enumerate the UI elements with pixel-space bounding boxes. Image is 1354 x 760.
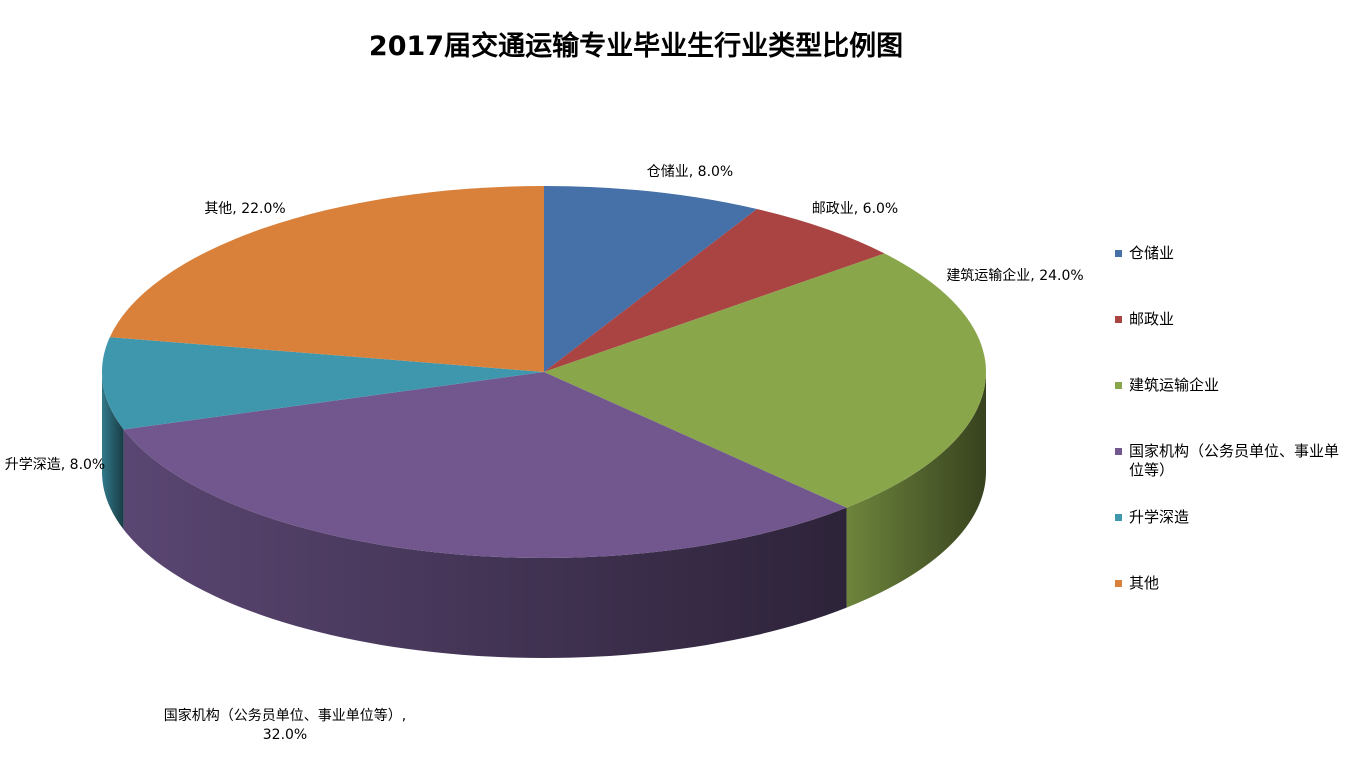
legend-item: 仓储业 (1115, 244, 1350, 263)
legend-item: 邮政业 (1115, 310, 1350, 329)
legend-swatch (1115, 316, 1122, 323)
slice-side (102, 372, 124, 530)
legend-label: 其他 (1129, 574, 1160, 592)
legend-label: 建筑运输企业 (1129, 376, 1220, 394)
slice (101, 337, 544, 430)
legend-swatch (1115, 514, 1122, 521)
legend-item: 其他 (1115, 574, 1350, 593)
data-label: 其他, 22.0% (204, 201, 286, 217)
slice (544, 253, 986, 508)
legend-item: 升学深造 (1115, 508, 1350, 527)
legend-item: 建筑运输企业 (1115, 376, 1350, 395)
legend-label: 邮政业 (1129, 310, 1175, 328)
legend-swatch (1115, 448, 1122, 455)
legend-label: 仓储业 (1129, 244, 1175, 262)
data-label: 建筑运输企业, 24.0% (946, 268, 1084, 284)
slice (123, 372, 847, 558)
data-label: 仓储业, 8.0% (646, 164, 734, 180)
legend-label: 升学深造 (1129, 508, 1190, 526)
legend-swatch (1115, 250, 1122, 257)
data-label: 升学深造, 8.0% (4, 457, 106, 473)
slice (544, 209, 885, 372)
legend-swatch (1115, 382, 1122, 389)
legend-label: 国家机构（公务员单位、事业单位等） (1129, 442, 1340, 479)
chart-title: 2017届交通运输专业毕业生行业类型比例图 (368, 31, 904, 62)
slice-side (123, 429, 847, 658)
data-label: 邮政业, 6.0% (811, 201, 899, 217)
slice (544, 186, 757, 372)
data-label: 国家机构（公务员单位、事业单位等）, 32.0% (163, 708, 407, 743)
legend-swatch (1115, 580, 1122, 587)
slice (109, 186, 544, 372)
slice-side (846, 372, 986, 608)
legend-item: 国家机构（公务员单位、事业单位等） (1115, 442, 1350, 480)
